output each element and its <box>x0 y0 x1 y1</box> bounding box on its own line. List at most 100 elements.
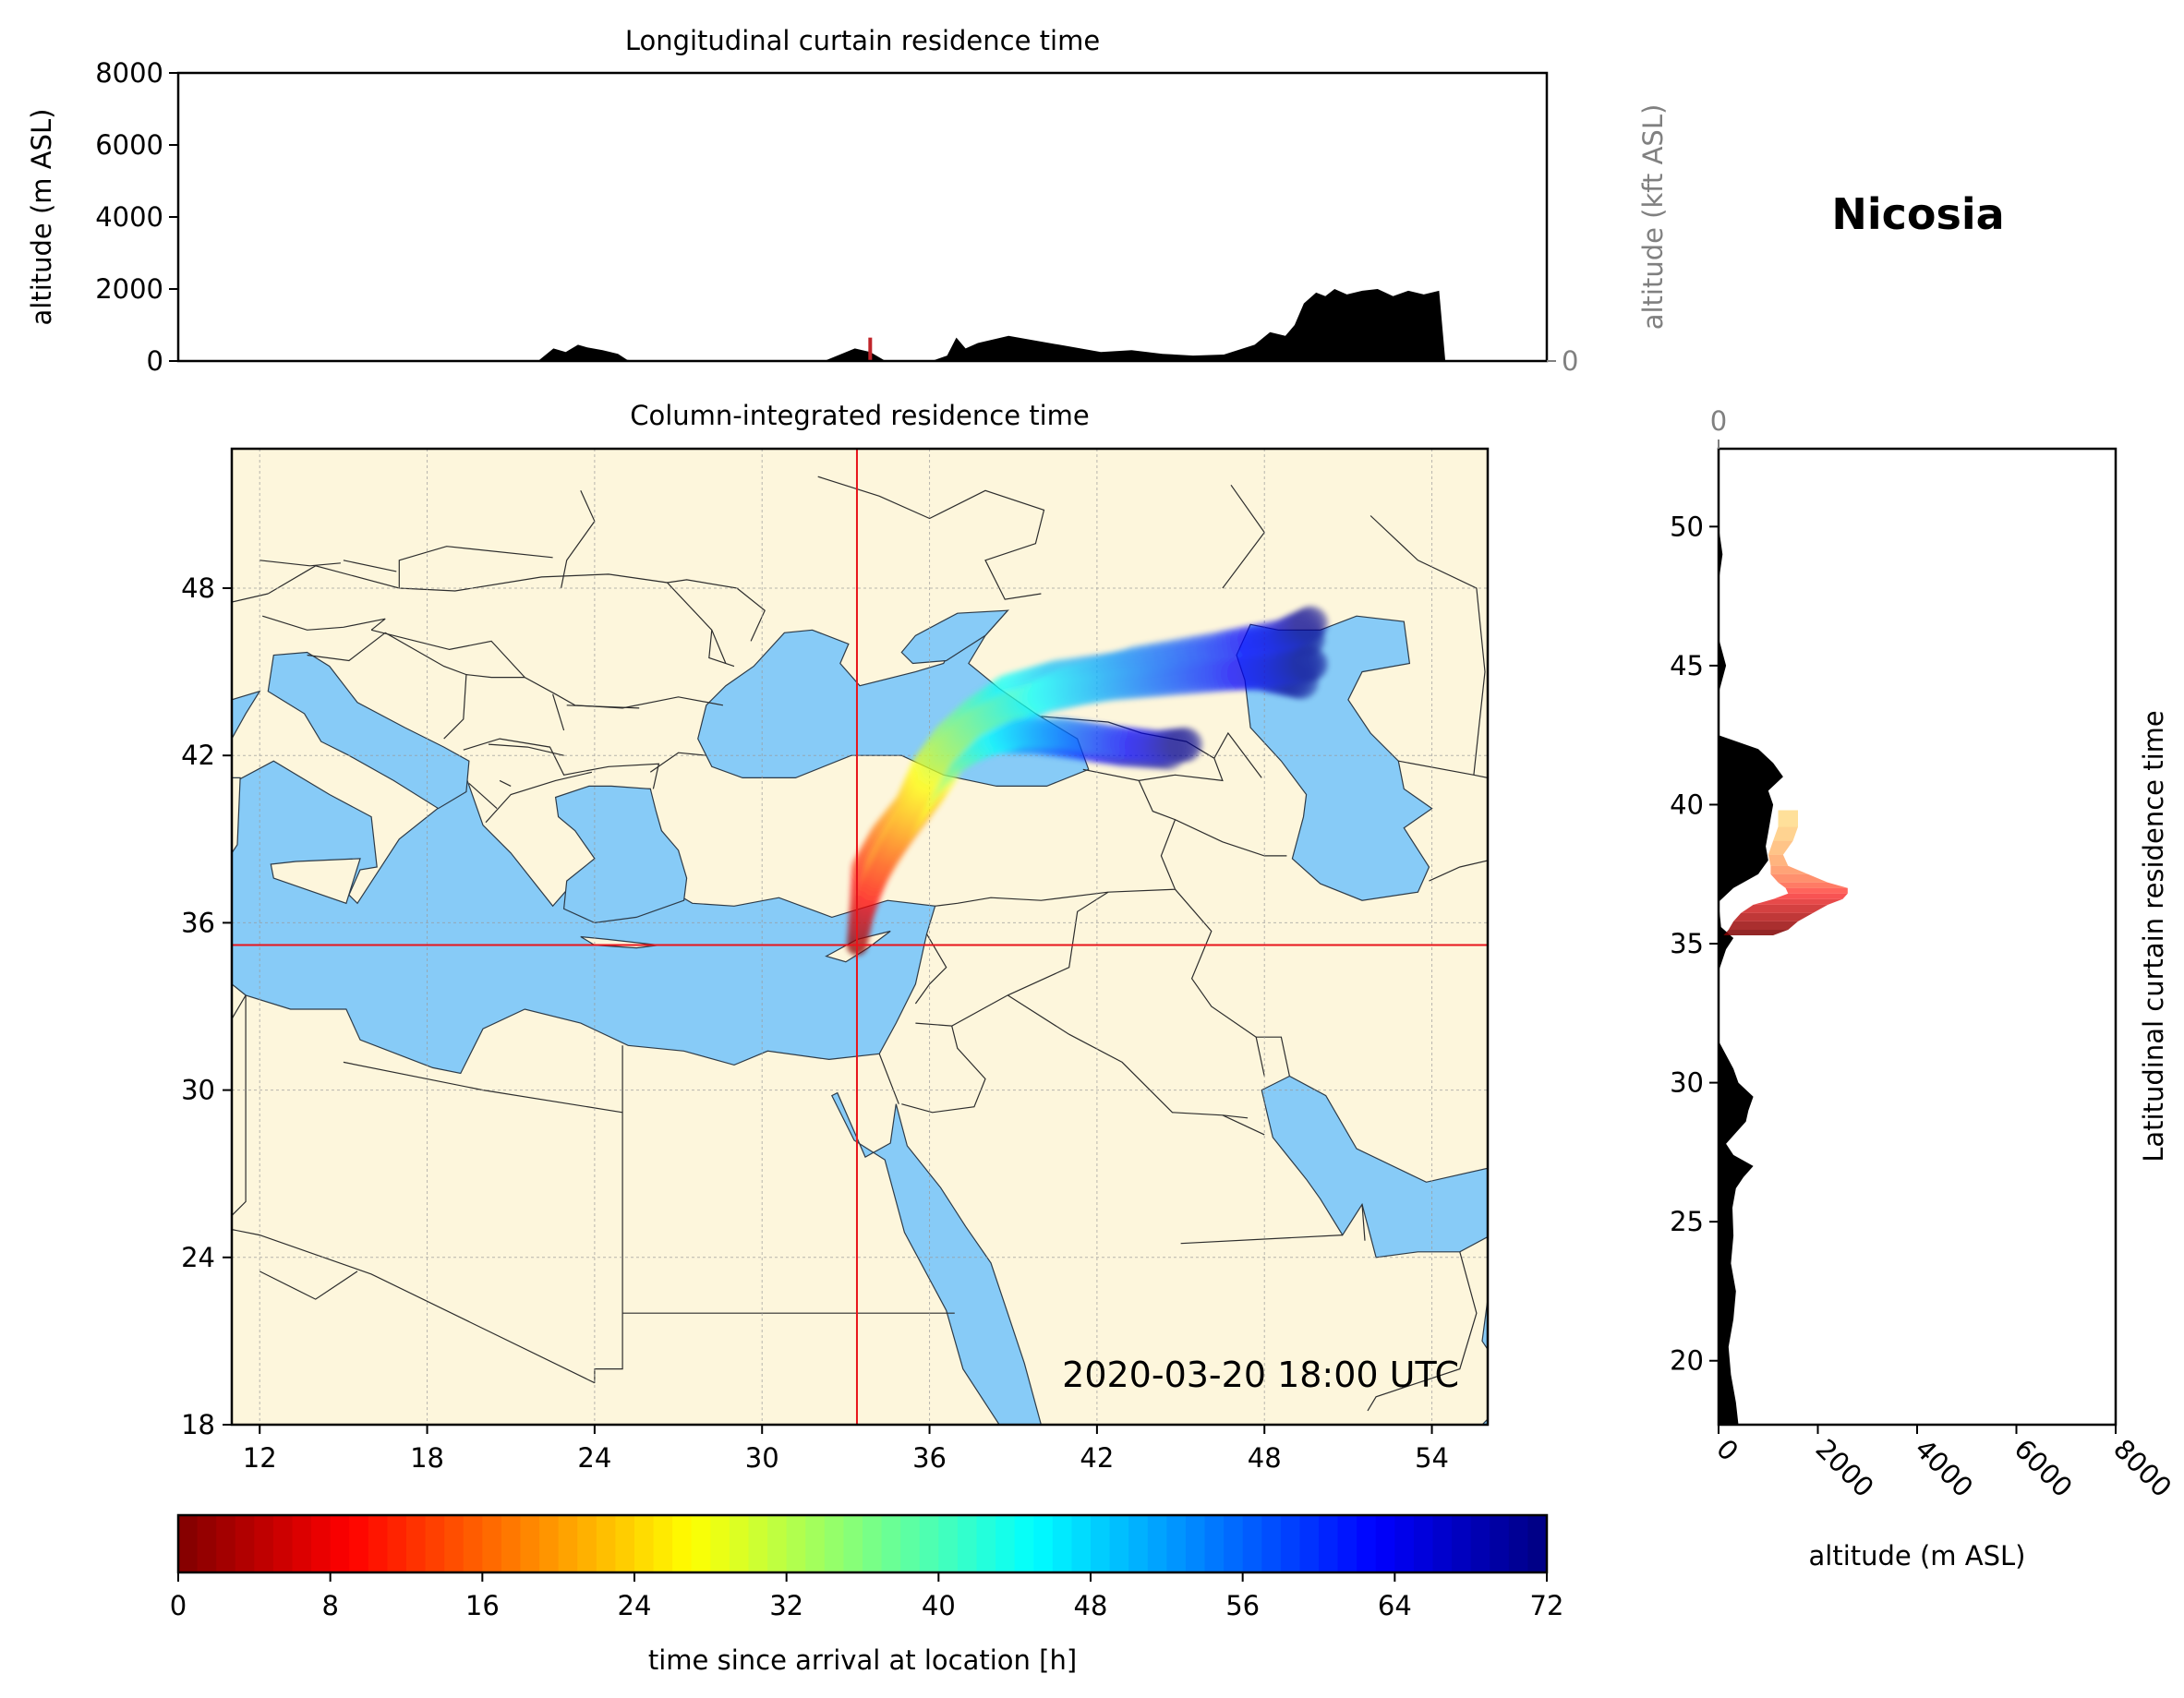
colorbar-cell <box>1261 1515 1282 1572</box>
colorbar-cell <box>577 1515 597 1572</box>
country-border <box>817 476 1045 600</box>
colorbar-cell <box>957 1515 978 1572</box>
map-title: Column-integrated residence time <box>630 400 1090 431</box>
country-border <box>1138 780 1287 857</box>
colorbar-cell <box>406 1515 427 1572</box>
colorbar-cell <box>330 1515 350 1572</box>
country-border <box>1175 888 1265 1077</box>
top-ytick-label: 0 <box>147 345 163 377</box>
country-border <box>259 560 341 567</box>
trajectory-plume <box>847 606 1329 956</box>
country-border <box>262 615 386 631</box>
colorbar-cell <box>1375 1515 1395 1572</box>
colorbar-cell <box>919 1515 939 1572</box>
country-border <box>1180 1234 1343 1245</box>
map-longitude-ticks: 12 18 24 30 36 42 48 54 <box>243 1425 1449 1474</box>
colorbar-cell <box>995 1515 1016 1572</box>
colorbar-cell <box>729 1515 750 1572</box>
side-axes-frame <box>1717 447 2118 1427</box>
colorbar-cell <box>672 1515 693 1572</box>
country-border <box>1213 731 1262 778</box>
side-ytick-label: 30 <box>1670 1067 1704 1099</box>
map-country-borders <box>232 476 1488 1412</box>
colorbar-cell <box>1242 1515 1262 1572</box>
colorbar-cell <box>615 1515 635 1572</box>
country-border <box>708 630 735 668</box>
country-border <box>267 565 727 664</box>
longitudinal-curtain-panel: Longitudinal curtain residence time 0 200… <box>26 25 1669 377</box>
country-border <box>232 994 247 1217</box>
colorbar-cell <box>1432 1515 1453 1572</box>
colorbar: 0 8 16 24 32 40 48 56 64 72 time since arrival at… <box>170 1513 1564 1676</box>
country-border <box>488 743 564 756</box>
side-terrain-profile <box>1719 449 1783 1425</box>
colorbar-cell <box>748 1515 768 1572</box>
colorbar-cell <box>843 1515 863 1572</box>
colorbar-cell <box>482 1515 502 1572</box>
colorbar-cell <box>235 1515 255 1572</box>
timestamp-label: 2020-03-20 18:00 UTC <box>1062 1355 1459 1395</box>
colorbar-cell <box>938 1515 959 1572</box>
colorbar-cell <box>1470 1515 1490 1572</box>
side-xlabel: altitude (m ASL) <box>1809 1540 2026 1572</box>
side-profile-segment <box>1770 873 1828 883</box>
side-ytick-label: 40 <box>1670 789 1704 820</box>
map-xtick-label: 30 <box>745 1442 779 1474</box>
country-border <box>232 593 269 603</box>
side-profile-segment <box>1778 810 1798 827</box>
side-profile-segment <box>1753 898 1843 905</box>
colorbar-cell <box>425 1515 445 1572</box>
top-y2tick-label: 0 <box>1562 345 1578 377</box>
colorbar-cell <box>1490 1515 1510 1572</box>
country-border <box>232 1229 596 1384</box>
colorbar-cell <box>1394 1515 1415 1572</box>
country-border <box>1361 1204 1366 1241</box>
colorbar-cell <box>1071 1515 1092 1572</box>
top-ylabel: altitude (m ASL) <box>26 109 57 326</box>
side-profile-segment <box>1770 865 1808 874</box>
side-profile-segment <box>1778 882 1848 888</box>
map-ytick-label: 24 <box>181 1242 215 1273</box>
colorbar-cell <box>1527 1515 1548 1572</box>
top-ytick-label: 6000 <box>95 129 163 161</box>
colorbar-label: time since arrival at location [h] <box>648 1644 1077 1676</box>
side-xtick-label: 8000 <box>2107 1433 2178 1503</box>
colorbar-cell <box>1166 1515 1187 1572</box>
country-border <box>343 560 397 572</box>
longitudinal-curtain-title: Longitudinal curtain residence time <box>625 25 1100 56</box>
colorbar-cell <box>178 1515 199 1572</box>
side-ytick-label: 50 <box>1670 511 1704 542</box>
colorbar-cell <box>501 1515 522 1572</box>
map-ytick-label: 30 <box>181 1075 215 1106</box>
top-yaxis-ticks: 0 2000 4000 6000 8000 <box>95 57 178 377</box>
colorbar-cell <box>1204 1515 1225 1572</box>
colorbar-cell <box>1280 1515 1301 1572</box>
colorbar-tick-label: 32 <box>769 1590 803 1621</box>
colorbar-tick-label: 72 <box>1530 1590 1564 1621</box>
country-border <box>463 738 660 789</box>
colorbar-cell <box>444 1515 465 1572</box>
colorbar-tick-label: 24 <box>618 1590 652 1621</box>
colorbar-cell <box>1337 1515 1357 1572</box>
colorbar-ticks: 0 8 16 24 32 40 48 56 64 72 <box>170 1572 1564 1621</box>
colorbar-cell <box>1052 1515 1073 1572</box>
country-border <box>468 782 498 810</box>
country-border <box>901 1025 986 1114</box>
country-border <box>1487 1255 1488 1258</box>
country-border <box>915 891 1109 1027</box>
map-xtick-label: 54 <box>1415 1442 1449 1474</box>
side-profile-segment <box>1733 912 1814 921</box>
side-profile-segment <box>1741 904 1828 913</box>
colorbar-cell <box>349 1515 369 1572</box>
country-border <box>1222 1114 1265 1136</box>
map-xtick-label: 24 <box>577 1442 611 1474</box>
country-border <box>552 693 565 731</box>
side-xtick-label: 0 <box>1710 1433 1744 1467</box>
colorbar-cell <box>976 1515 996 1572</box>
colorbar-cell <box>254 1515 274 1572</box>
side-ytick-label: 25 <box>1670 1206 1704 1237</box>
side-residence-profile <box>1723 810 1848 935</box>
top-secondary-yaxis-ticks: 050100 <box>1547 345 1578 377</box>
colorbar-tick-label: 8 <box>321 1590 338 1621</box>
